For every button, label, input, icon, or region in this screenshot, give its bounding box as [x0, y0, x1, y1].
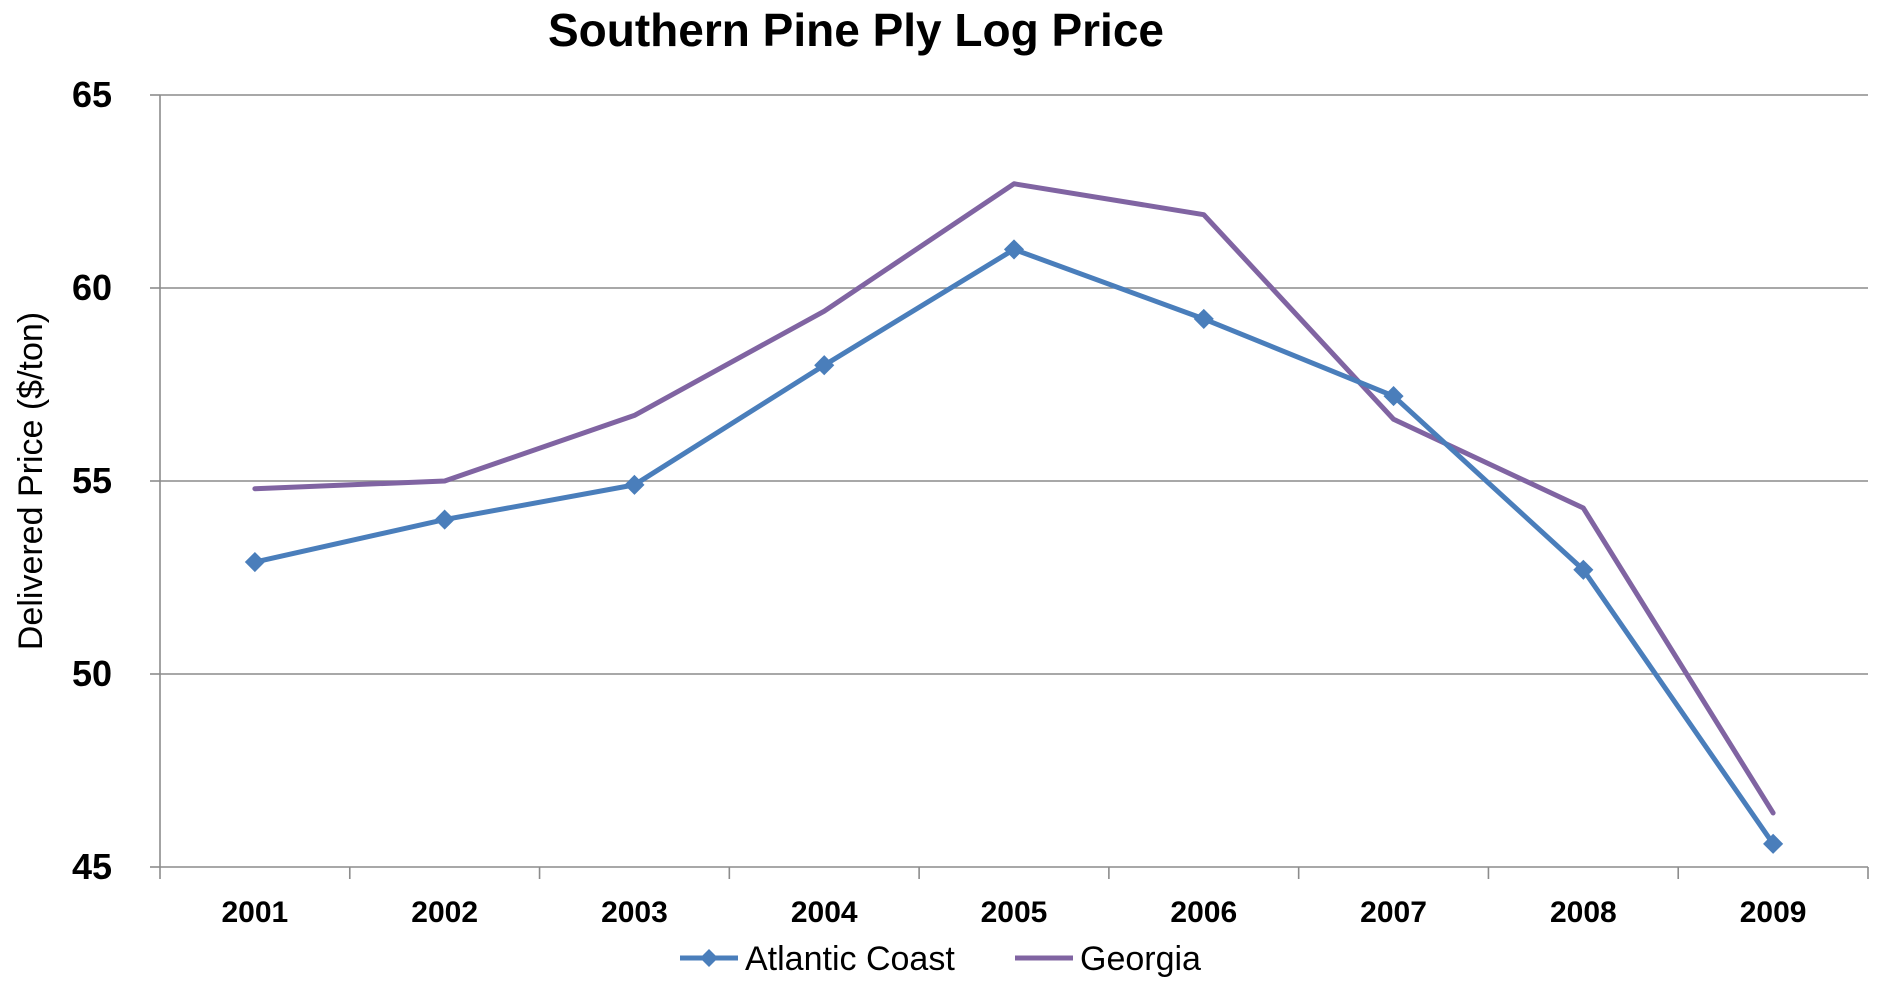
data-point-atlantic-coast [1003, 239, 1025, 260]
series-line-georgia [252, 181, 1776, 816]
x-tick-label: 2003 [601, 896, 668, 929]
y-tick-label: 60 [72, 267, 112, 308]
data-point-atlantic-coast [1763, 833, 1784, 854]
data-point-atlantic-coast [244, 551, 265, 573]
data-point-atlantic-coast [624, 474, 645, 495]
legend-marker-atlantic-coast [700, 949, 718, 967]
data-point-atlantic-coast [434, 509, 455, 530]
x-tick-label: 2009 [1740, 896, 1807, 929]
data-point-atlantic-coast [1383, 386, 1404, 407]
x-tick-label: 2001 [222, 896, 289, 929]
y-tick-labels: 45 50 55 60 65 [72, 74, 112, 887]
y-axis-label: Delivered Price ($/ton) [12, 312, 50, 650]
y-tick-label: 65 [72, 74, 112, 115]
data-point-atlantic-coast [1193, 308, 1214, 329]
y-tick-label: 55 [72, 460, 112, 501]
data-point-atlantic-coast [1573, 559, 1594, 580]
y-tick-label: 50 [72, 653, 112, 694]
data-point-atlantic-coast [814, 355, 835, 376]
x-tick-labels: 2001 2002 2003 2004 2005 2006 2007 2008 2009 [222, 896, 1807, 929]
x-tick-label: 2006 [1170, 896, 1237, 929]
legend-label-georgia: Georgia [1080, 940, 1201, 978]
x-tick-label: 2007 [1360, 896, 1427, 929]
x-tick-label: 2002 [411, 896, 478, 929]
y-tick-label: 45 [72, 846, 112, 887]
x-tick-label: 2008 [1550, 896, 1617, 929]
chart-title: Southern Pine Ply Log Price [548, 4, 1164, 56]
legend-label-atlantic-coast: Atlantic Coast [745, 940, 955, 978]
x-tick-label: 2004 [791, 896, 858, 929]
series-lines [244, 181, 1784, 854]
legend: Atlantic Coast Georgia [680, 940, 1201, 978]
x-tick-label: 2005 [981, 896, 1048, 929]
axes [150, 94, 1869, 879]
series-line-atlantic-coast [252, 246, 1776, 847]
